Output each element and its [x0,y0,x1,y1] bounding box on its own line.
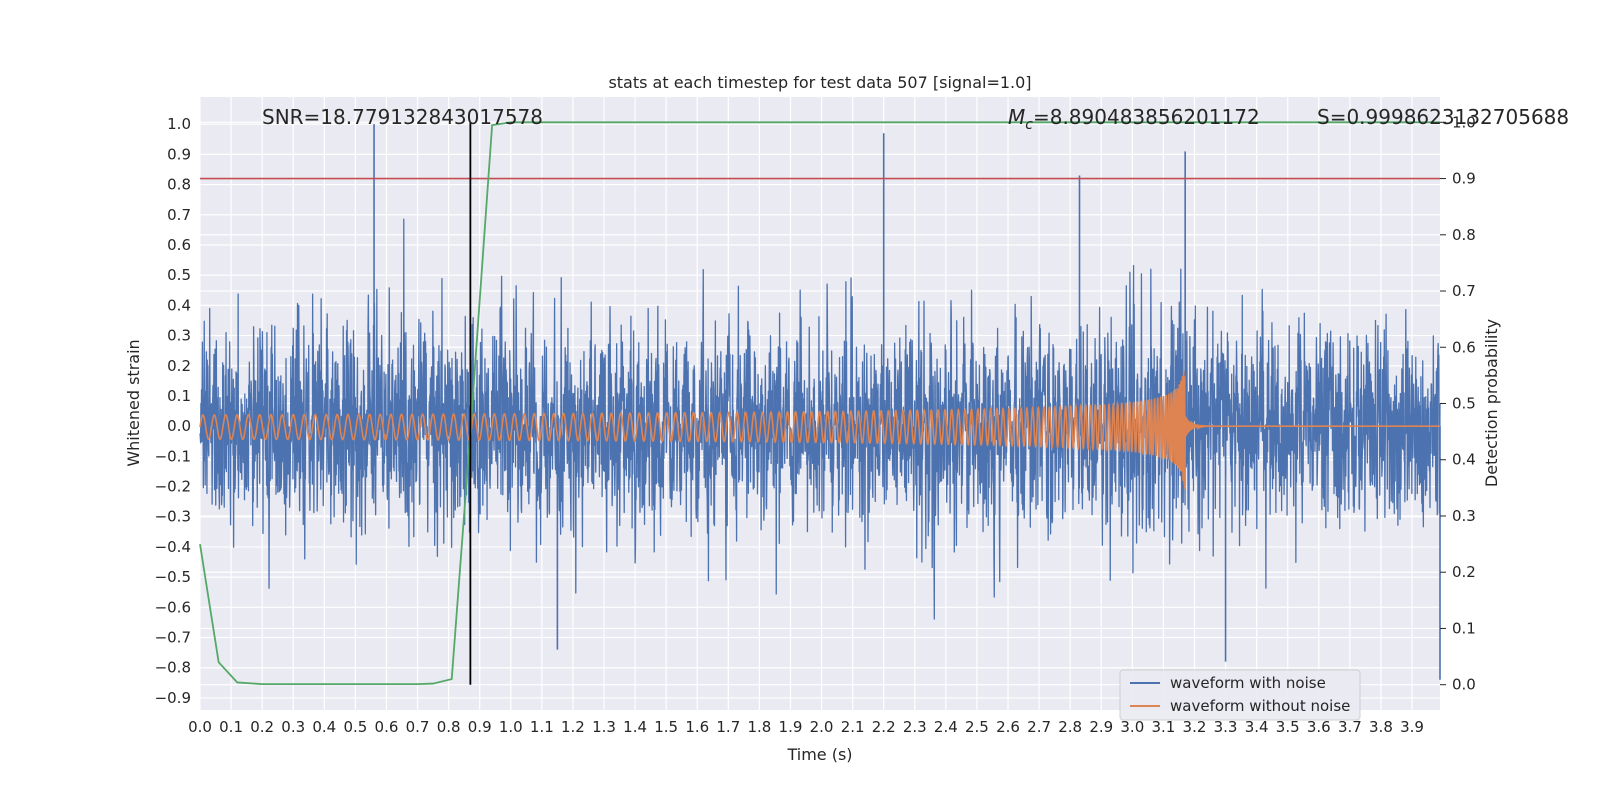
detection-probability-line [199,121,1440,686]
mc-value: =8.890483856201172 [1033,105,1260,129]
x-tick-label: 2.4 [934,718,958,736]
y2-axis-label: Detection probability [1482,319,1501,487]
legend-box [1119,669,1361,721]
x-tick-label: 3.7 [1338,718,1362,736]
y2-tick-label: 1.0 [1452,113,1476,131]
x-tick-label: 2.9 [1089,718,1113,736]
x-tick-label: 1.9 [779,718,803,736]
x-tick-label: 0.8 [437,718,461,736]
x-tick-label: 2.6 [996,718,1020,736]
y-tick-label: −0.8 [155,659,191,677]
y2-tick-label: 0.3 [1452,507,1476,525]
y-tick-label: −0.5 [155,568,191,586]
x-tick-label: 0.1 [219,718,243,736]
y-tick-label: −0.4 [155,538,191,556]
x-tick-label: 2.3 [903,718,927,736]
x-tick-label: 3.1 [1151,718,1175,736]
x-tick-label: 0.2 [250,718,274,736]
x-axis-label: Time (s) [786,745,852,764]
x-tick-label: 1.5 [654,718,678,736]
y-tick-label: 0.4 [167,296,191,314]
y-tick-label: 0.8 [167,176,191,194]
x-tick-label: 0.4 [312,718,336,736]
s-annotation: S=0.9998623132705688 [1317,105,1569,129]
snr-annotation: SNR=18.779132843017578 [262,105,543,129]
x-tick-label: 1.6 [685,718,709,736]
mc-subscript: c [1025,117,1033,133]
y-tick-label: 0.2 [167,357,191,375]
x-tick-label: 1.0 [499,718,523,736]
y-tick-label: −0.1 [155,447,191,465]
y2-tick-label: 0.1 [1452,619,1476,637]
y-tick-label: −0.3 [155,508,191,526]
clean-waveform-line [199,371,1440,489]
y2-tick-label: 0.6 [1452,338,1476,356]
x-tick-label: 1.8 [747,718,771,736]
y2-tick-label: 0.9 [1452,170,1476,188]
x-tick-label: 3.0 [1120,718,1144,736]
x-tick-label: 1.4 [623,718,647,736]
y2-tick-label: 0.8 [1452,226,1476,244]
y-tick-label: −0.7 [155,629,191,647]
y-tick-label: 0.9 [167,145,191,163]
y-tick-label: 1.0 [167,115,191,133]
legend: waveform with noise waveform without noi… [1119,669,1361,721]
ticks: 0.0 0.1 0.2 0.3 0.4 0.5 0.6 0.7 0.8 0.9 1.0 1.1 1.2 1… [155,113,1476,736]
x-tick-label: 2.0 [810,718,834,736]
chart-title: stats at each timestep for test data 507… [608,73,1031,92]
legend-clean-label: waveform without noise [1170,697,1350,715]
y2-tick-label: 0.0 [1452,676,1476,694]
x-tick-label: 2.5 [965,718,989,736]
y-tick-label: 0.0 [167,417,191,435]
plot-content [199,121,1441,686]
x-tick-label: 0.7 [406,718,430,736]
y2-tick-label: 0.4 [1452,451,1476,469]
y-tick-label: −0.6 [155,598,191,616]
y-axis-label: Whitened strain [124,339,143,466]
x-tick-label: 3.3 [1214,718,1238,736]
x-tick-label: 1.1 [530,718,554,736]
mc-annotation: Mc=8.890483856201172 [1008,105,1260,133]
x-tick-label: 2.2 [872,718,896,736]
x-tick-label: 0.5 [343,718,367,736]
x-tick-label: 3.5 [1276,718,1300,736]
x-tick-label: 0.6 [375,718,399,736]
y-tick-label: 0.6 [167,236,191,254]
y-tick-label: −0.9 [155,689,191,707]
x-tick-label: 1.2 [561,718,585,736]
x-tick-label: 1.3 [592,718,616,736]
noisy-waveform-line [199,218,1441,620]
x-tick-label: 0.3 [281,718,305,736]
x-tick-label: 2.8 [1058,718,1082,736]
x-tick-label: 2.7 [1027,718,1051,736]
mc-symbol: M [1008,105,1025,129]
x-tick-label: 3.8 [1369,718,1393,736]
y-tick-label: 0.3 [167,327,191,345]
y2-tick-label: 0.5 [1452,395,1476,413]
y2-tick-label: 0.2 [1452,563,1476,581]
y-tick-label: 0.1 [167,387,191,405]
legend-noise-label: waveform with noise [1170,674,1326,692]
x-tick-label: 0.9 [468,718,492,736]
y2-tick-label: 0.7 [1452,282,1476,300]
x-tick-label: 3.6 [1307,718,1331,736]
y-tick-label: 0.7 [167,206,191,224]
x-tick-label: 1.7 [716,718,740,736]
y-tick-label: 0.5 [167,266,191,284]
y-tick-label: −0.2 [155,478,191,496]
x-tick-label: 3.2 [1183,718,1207,736]
x-tick-label: 3.4 [1245,718,1269,736]
x-tick-label: 3.9 [1400,718,1424,736]
x-tick-label: 2.1 [841,718,865,736]
x-tick-label: 0.0 [188,718,212,736]
